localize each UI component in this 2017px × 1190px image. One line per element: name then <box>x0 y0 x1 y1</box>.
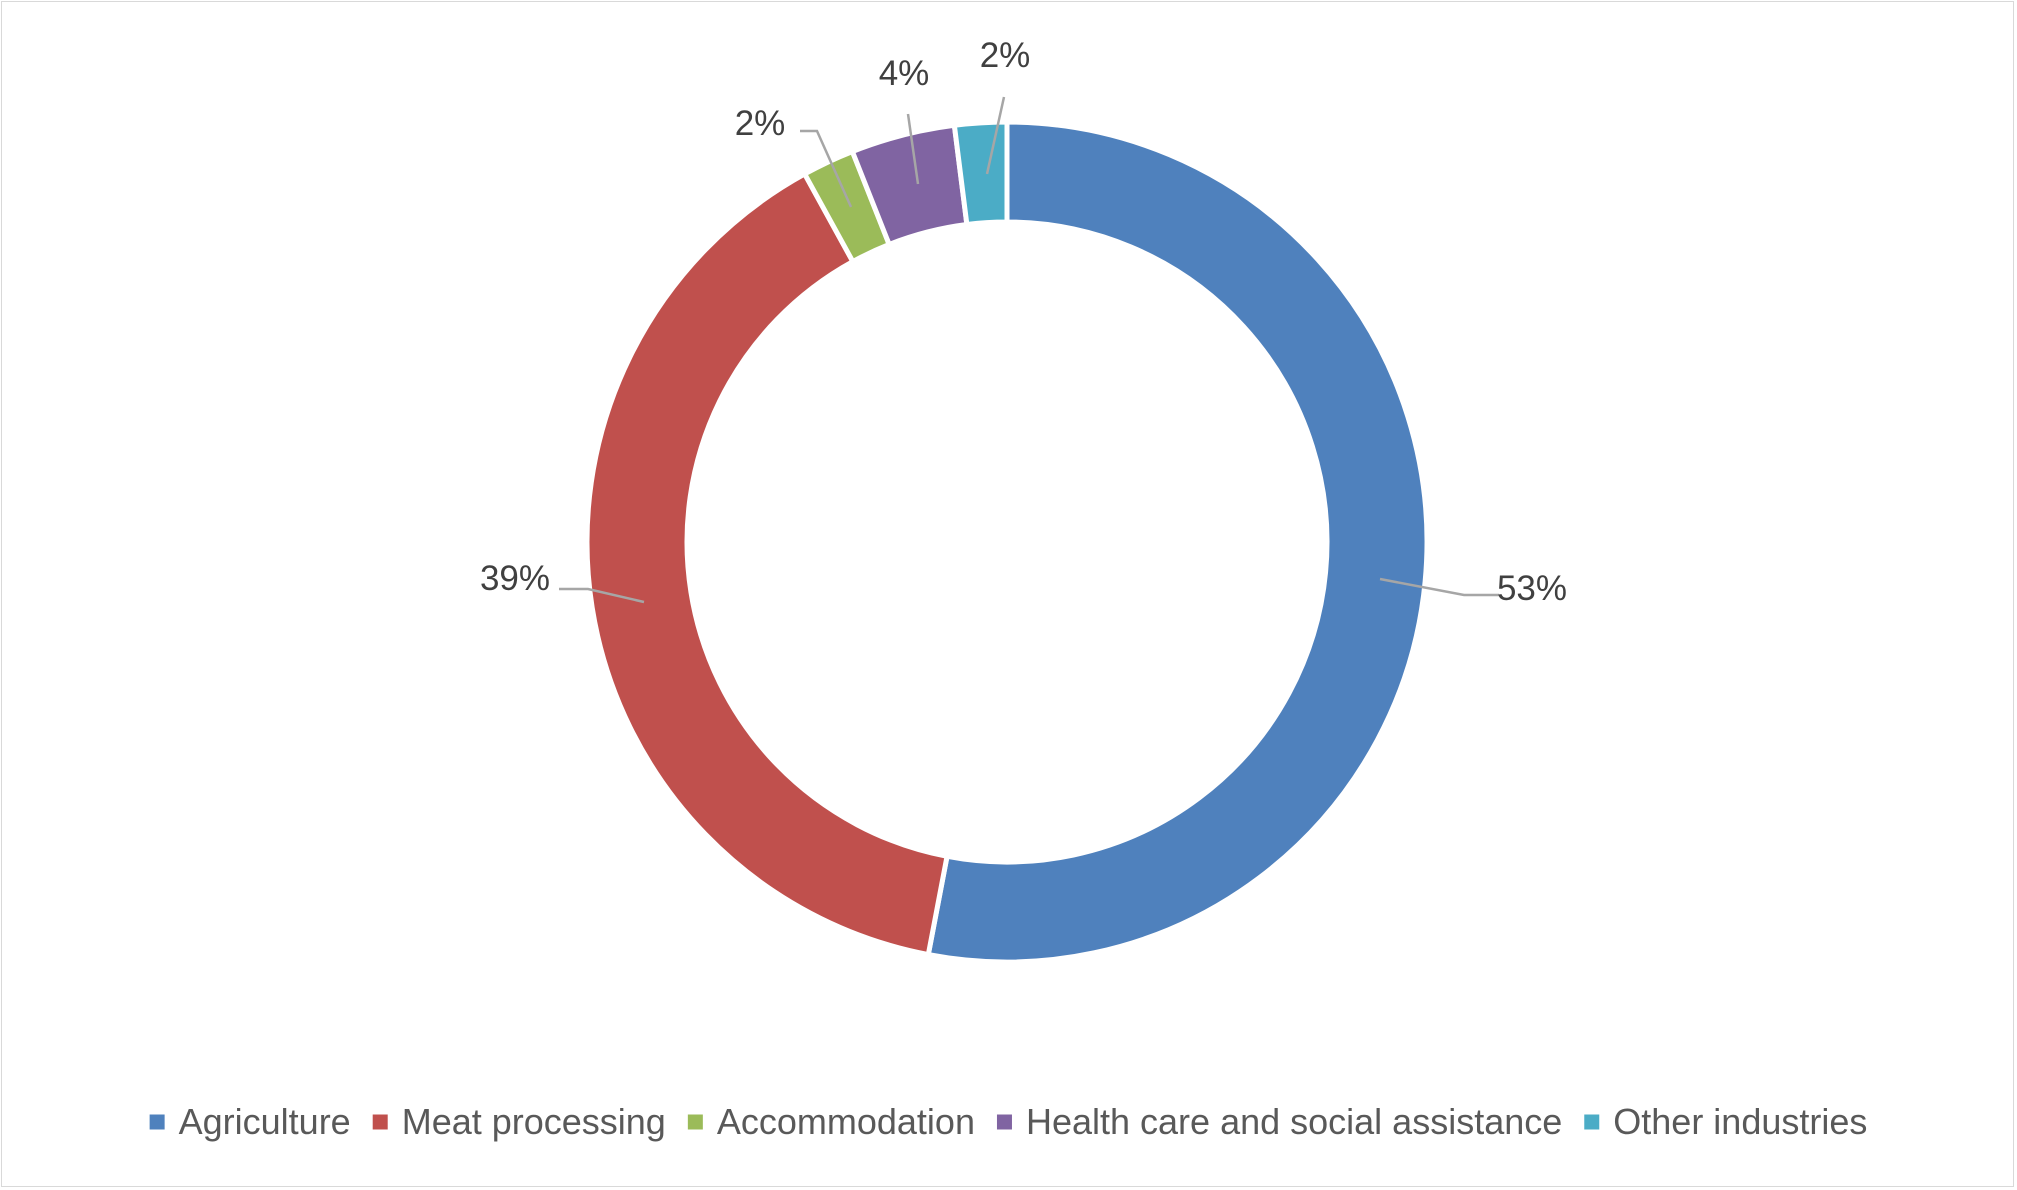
leader-line-agriculture <box>1379 577 1499 597</box>
legend-swatch-other-industries <box>1584 1114 1600 1130</box>
leader-lines-group <box>559 96 1499 604</box>
leader-line-other-industries <box>985 96 1006 175</box>
leader-line-meat-processing <box>559 587 645 604</box>
data-label-agriculture: 53% <box>1497 569 1567 608</box>
data-label-accommodation: 2% <box>735 104 786 143</box>
leader-line-accommodation <box>800 129 853 208</box>
legend-swatch-health-care-and-social-assistance <box>996 1114 1012 1130</box>
data-label-other-industries: 2% <box>980 36 1031 75</box>
legend-label-accommodation: Accommodation <box>717 1101 975 1142</box>
data-label-health-care-and-social-assistance: 4% <box>879 54 930 93</box>
leader-line-health-care-and-social-assistance <box>906 113 920 185</box>
slice-agriculture <box>925 119 1430 965</box>
legend-label-meat-processing: Meat processing <box>402 1101 666 1142</box>
legend-swatch-agriculture <box>149 1114 165 1130</box>
legend-swatch-accommodation <box>687 1114 703 1130</box>
legend: Agriculture Meat processing Accommodation H… <box>149 1101 1867 1142</box>
legend-label-agriculture: Agriculture <box>179 1101 351 1142</box>
legend-label-other-industries: Other industries <box>1613 1101 1867 1142</box>
legend-swatch-meat-processing <box>372 1114 388 1130</box>
slice-meat-processing <box>584 170 950 958</box>
slices-group <box>584 119 1430 965</box>
data-label-meat-processing: 39% <box>480 559 550 598</box>
data-labels-group: 53% 39% 2% 4% 2% <box>480 36 1567 608</box>
legend-label-health-care-and-social-assistance: Health care and social assistance <box>1026 1101 1562 1142</box>
